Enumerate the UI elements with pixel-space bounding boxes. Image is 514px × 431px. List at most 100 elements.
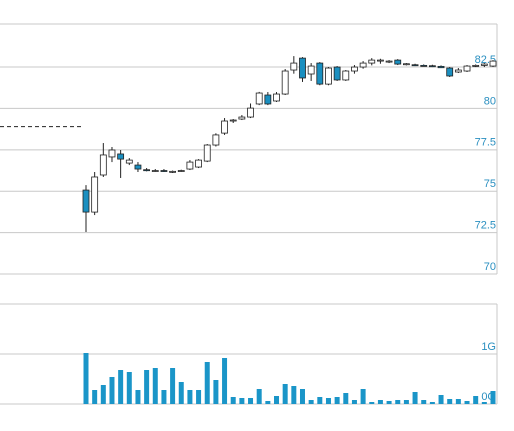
volume-bar	[317, 397, 323, 404]
candle-body	[316, 62, 324, 85]
volume-bar	[222, 358, 228, 404]
volume-bar	[161, 390, 167, 404]
volume-bar	[126, 372, 132, 404]
candle-body	[446, 67, 454, 77]
candle-body	[264, 94, 272, 105]
volume-bar	[291, 386, 297, 404]
volume-bar	[118, 370, 124, 404]
candle-body	[420, 64, 428, 67]
candle-body	[480, 63, 488, 66]
candle-body	[368, 59, 376, 64]
volume-bar	[92, 390, 98, 404]
candle-body	[385, 60, 393, 63]
candle-body	[108, 149, 116, 158]
volume-bar	[248, 398, 254, 404]
volume-bar	[412, 392, 418, 404]
candle-body	[307, 65, 315, 75]
candle-body	[463, 65, 471, 72]
volume-bar	[100, 385, 106, 404]
volume-bar	[299, 389, 305, 404]
candle-body	[351, 66, 358, 72]
candle-body	[177, 170, 185, 172]
candle-body	[125, 159, 133, 164]
volume-bar	[455, 399, 461, 404]
y-tick-label: 75	[484, 178, 496, 190]
candle-body	[489, 60, 497, 67]
candle-body	[203, 144, 211, 162]
volume-bar	[256, 389, 262, 404]
candle-body	[290, 62, 298, 71]
candle-body	[377, 59, 384, 62]
candle-body	[255, 92, 263, 105]
volume-bar	[308, 400, 314, 404]
candle-body	[143, 169, 151, 172]
candle-body	[333, 66, 341, 81]
candle-body	[221, 120, 228, 134]
candle-body	[342, 70, 350, 81]
candle-body	[299, 57, 306, 79]
volume-bar	[481, 402, 487, 404]
candle-body	[99, 154, 107, 176]
volume-bar	[187, 390, 193, 404]
candle-body	[403, 63, 410, 66]
candle-body	[359, 62, 367, 68]
candle-body	[472, 64, 480, 67]
volume-bar	[429, 402, 435, 404]
candle-body	[151, 170, 159, 172]
volume-bar	[386, 401, 392, 404]
volume-bar	[334, 397, 340, 404]
y-tick-label: 77.5	[475, 137, 496, 149]
candle-body	[411, 64, 419, 67]
y-tick-label: 80	[484, 95, 496, 107]
volume-bar	[490, 391, 496, 404]
volume-bar	[109, 377, 115, 404]
volume-bar	[421, 400, 427, 404]
volume-bar	[239, 398, 245, 404]
volume-bar	[282, 384, 288, 404]
candle-body	[82, 189, 90, 213]
candle-body	[117, 153, 125, 160]
volume-bar	[369, 402, 375, 404]
candle-body	[437, 65, 445, 69]
candle-body	[169, 170, 176, 173]
volume-bar	[351, 400, 357, 404]
candle-body	[247, 107, 254, 118]
candle-body	[229, 119, 237, 122]
y-tick-label: 1G	[481, 341, 496, 353]
volume-bar	[360, 389, 366, 404]
volume-bar	[265, 401, 271, 404]
candle-body	[160, 170, 168, 172]
volume-bar	[325, 398, 331, 404]
volume-bar	[196, 390, 202, 404]
candle-body	[186, 161, 194, 170]
candle-body	[454, 69, 462, 73]
candle-body	[394, 59, 402, 65]
candle-body	[195, 159, 202, 168]
volume-bar	[230, 397, 236, 404]
volume-bar	[403, 400, 409, 404]
volume-bar	[170, 368, 176, 404]
volume-bar	[83, 353, 89, 404]
volume-bar	[464, 401, 470, 404]
volume-bar	[343, 393, 349, 404]
y-tick-label: 70	[484, 261, 496, 273]
candle-body	[281, 70, 289, 95]
volume-bar	[377, 400, 383, 404]
volume-bar	[438, 395, 444, 404]
candle-body	[325, 67, 332, 85]
volume-bar	[473, 396, 479, 404]
volume-bar	[395, 400, 401, 404]
volume-bar	[135, 390, 141, 404]
candle-body	[212, 134, 220, 146]
volume-bar	[213, 380, 219, 404]
volume-bar	[204, 362, 210, 404]
y-tick-label: 72.5	[475, 220, 496, 232]
volume-bar	[152, 368, 158, 404]
candle-body	[91, 176, 99, 213]
volume-bar	[274, 396, 280, 404]
volume-bar	[178, 382, 184, 404]
candle-body	[273, 93, 280, 102]
candle-body	[428, 65, 436, 68]
volume-bar	[447, 399, 453, 404]
